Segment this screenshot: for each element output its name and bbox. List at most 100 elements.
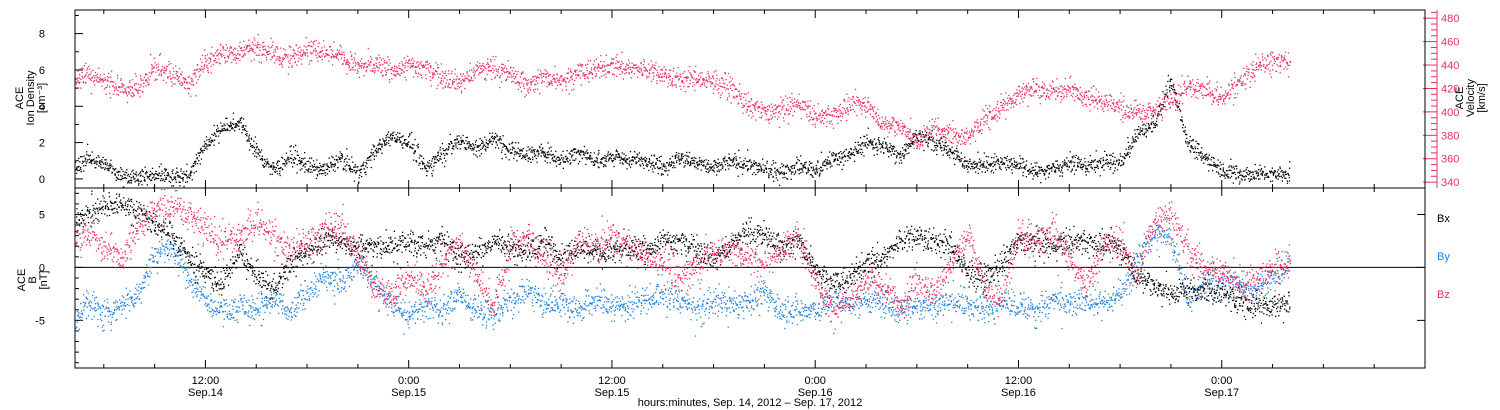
density-point bbox=[524, 158, 527, 161]
velocity-point bbox=[264, 45, 266, 48]
density-point bbox=[1084, 157, 1086, 160]
velocity-point bbox=[272, 41, 274, 43]
velocity-point bbox=[254, 39, 256, 41]
density-point bbox=[544, 160, 546, 162]
density-point bbox=[275, 167, 277, 169]
density-point bbox=[236, 123, 238, 125]
density-point bbox=[496, 144, 498, 146]
density-point bbox=[678, 158, 680, 160]
density-point bbox=[1097, 161, 1099, 163]
density-point bbox=[291, 154, 293, 156]
density-point bbox=[1017, 168, 1019, 170]
velocity-point bbox=[624, 68, 626, 70]
density-point bbox=[1045, 178, 1047, 180]
density-point bbox=[899, 153, 901, 156]
density-point bbox=[1280, 175, 1282, 177]
density-point bbox=[116, 171, 118, 173]
density-point bbox=[651, 162, 653, 164]
density-point bbox=[1234, 165, 1237, 167]
density-point bbox=[202, 145, 204, 147]
velocity-point bbox=[500, 81, 503, 83]
velocity-point bbox=[369, 61, 372, 63]
density-point bbox=[465, 140, 467, 142]
density-point bbox=[882, 147, 884, 149]
density-point bbox=[1039, 169, 1041, 171]
density-point bbox=[396, 138, 398, 140]
density-point bbox=[540, 143, 542, 145]
velocity-point bbox=[291, 66, 293, 68]
density-point bbox=[521, 149, 523, 151]
density-point bbox=[500, 151, 503, 153]
density-point bbox=[401, 136, 403, 138]
velocity-point bbox=[656, 69, 658, 71]
density-point bbox=[1194, 151, 1196, 153]
density-point bbox=[1036, 162, 1038, 164]
velocity-point bbox=[240, 47, 243, 49]
density-point bbox=[732, 158, 735, 160]
velocity-point bbox=[644, 70, 646, 72]
density-point bbox=[407, 144, 409, 146]
density-point bbox=[581, 150, 583, 152]
density-point bbox=[356, 170, 358, 172]
density-point bbox=[477, 145, 479, 147]
density-point bbox=[590, 161, 592, 163]
density-point bbox=[211, 139, 213, 141]
density-point bbox=[1222, 163, 1224, 165]
density-point bbox=[1087, 164, 1090, 167]
density-point bbox=[943, 148, 946, 151]
velocity-point bbox=[538, 77, 540, 79]
density-point bbox=[624, 161, 626, 163]
density-point bbox=[696, 163, 698, 165]
density-point bbox=[509, 152, 512, 154]
density-point bbox=[651, 164, 653, 166]
density-point bbox=[156, 173, 158, 175]
density-point bbox=[1246, 172, 1248, 174]
density-point bbox=[860, 153, 863, 155]
velocity-point bbox=[472, 80, 474, 82]
density-point bbox=[1055, 160, 1057, 162]
velocity-point bbox=[349, 62, 351, 64]
velocity-point bbox=[321, 47, 323, 49]
velocity-point bbox=[245, 44, 247, 47]
density-point bbox=[1217, 159, 1219, 161]
density-point bbox=[520, 149, 522, 152]
velocity-point bbox=[367, 64, 369, 66]
velocity-point bbox=[556, 77, 558, 80]
density-point bbox=[589, 154, 591, 156]
density-point bbox=[888, 156, 890, 158]
density-point bbox=[373, 155, 375, 157]
density-point bbox=[948, 150, 950, 152]
density-point bbox=[413, 159, 415, 161]
density-point bbox=[258, 149, 260, 151]
density-point bbox=[755, 173, 757, 176]
density-point bbox=[1128, 146, 1130, 148]
velocity-point bbox=[464, 75, 466, 77]
density-point bbox=[904, 144, 906, 146]
velocity-point bbox=[492, 68, 494, 70]
density-point bbox=[1227, 176, 1230, 178]
velocity-point bbox=[188, 87, 190, 89]
density-point bbox=[1151, 130, 1154, 133]
density-point bbox=[1198, 143, 1200, 146]
density-point bbox=[1245, 175, 1247, 178]
density-point bbox=[688, 156, 690, 158]
density-point bbox=[492, 140, 494, 143]
velocity-point bbox=[637, 70, 640, 73]
density-point bbox=[801, 163, 803, 165]
velocity-point bbox=[183, 81, 186, 84]
density-point bbox=[1226, 175, 1228, 177]
velocity-point bbox=[668, 76, 670, 78]
density-point bbox=[966, 168, 969, 170]
density-point bbox=[866, 137, 868, 140]
density-point bbox=[260, 149, 263, 151]
density-point bbox=[723, 160, 725, 162]
density-point bbox=[472, 143, 474, 145]
density-point bbox=[656, 159, 659, 161]
density-point bbox=[264, 158, 266, 161]
velocity-point bbox=[228, 57, 230, 59]
density-point bbox=[894, 150, 896, 152]
density-point bbox=[315, 166, 317, 168]
velocity-point bbox=[308, 63, 310, 65]
density-point bbox=[433, 165, 435, 167]
density-point bbox=[1240, 171, 1242, 173]
